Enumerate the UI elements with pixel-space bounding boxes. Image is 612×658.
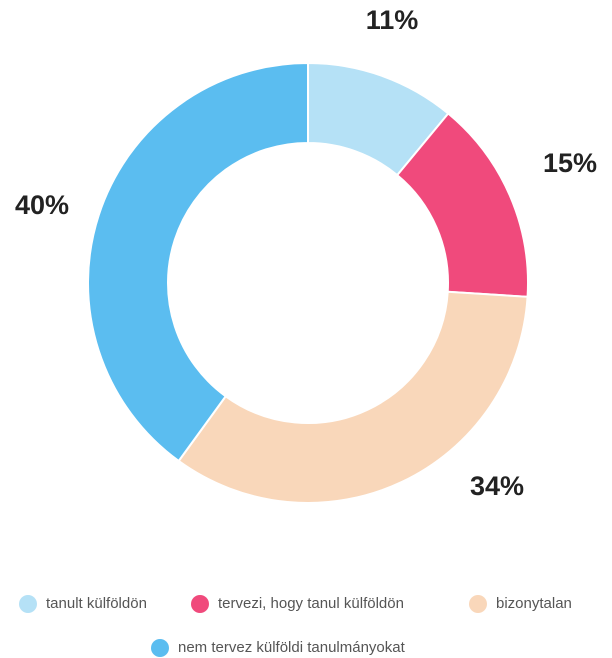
legend-label: tervezi, hogy tanul külföldön [218,595,404,612]
legend-swatch [469,595,487,613]
legend-swatch [191,595,209,613]
legend-swatch [151,639,169,657]
legend-swatch [19,595,37,613]
legend-label: nem tervez külföldi tanulmányokat [178,639,406,656]
value-label: 34% [470,471,524,501]
value-label: 15% [543,148,597,178]
value-label: 11% [366,5,419,35]
legend-label: tanult külföldön [46,595,147,612]
value-label: 40% [15,190,69,220]
donut-segment [87,61,309,463]
donut-segment [177,290,529,504]
legend-label: bizonytalan [496,595,572,612]
